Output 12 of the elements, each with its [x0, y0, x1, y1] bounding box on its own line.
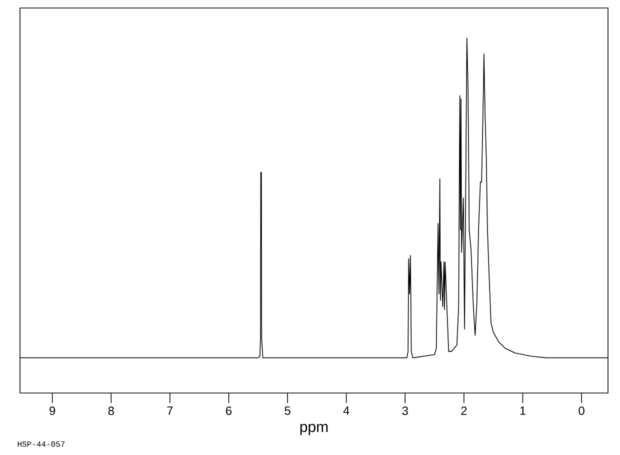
- x-tick-label: 5: [284, 406, 290, 415]
- text: HSP-44-057: [18, 441, 65, 447]
- x-tick-label: 9: [50, 406, 56, 416]
- x-axis-title: ppm: [300, 424, 328, 436]
- x-tick-label: 7: [167, 406, 173, 415]
- x-tick-label: 6: [226, 406, 232, 416]
- x-tick-label: 3: [402, 406, 408, 416]
- x-tick-label: 8: [108, 406, 114, 416]
- x-tick-label: 1: [520, 406, 526, 415]
- x-tick-label: 0: [578, 406, 584, 416]
- x-tick-label: 4: [343, 406, 350, 415]
- x-tick-label: 2: [461, 406, 467, 415]
